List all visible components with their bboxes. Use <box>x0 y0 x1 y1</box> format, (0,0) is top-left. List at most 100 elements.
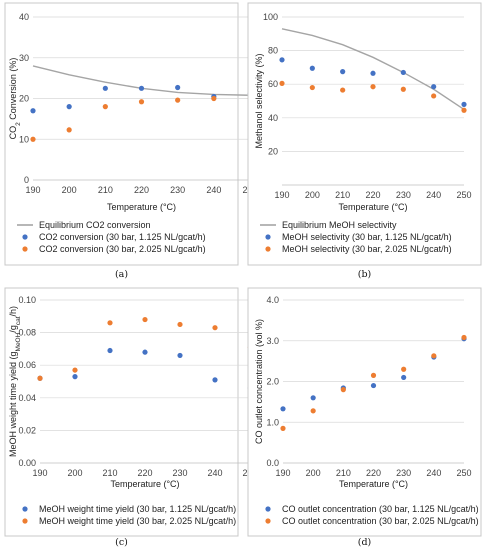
x-tick-label: 230 <box>396 468 411 478</box>
data-point <box>107 320 113 326</box>
x-tick-label: 190 <box>32 468 47 478</box>
y-tick-label: 0.02 <box>18 425 36 435</box>
x-axis-label: Temperature (°C) <box>110 479 179 489</box>
data-point <box>138 85 145 91</box>
data-point <box>280 406 286 412</box>
data-point <box>340 387 346 393</box>
y-tick-label: 60 <box>268 79 278 89</box>
data-point <box>30 108 36 114</box>
y-tick-label: 100 <box>263 12 278 22</box>
x-tick-label: 200 <box>67 468 82 478</box>
x-tick-label: 250 <box>456 468 471 478</box>
legend-swatch <box>265 246 271 252</box>
x-tick-label: 220 <box>137 468 152 478</box>
y-tick-label: 80 <box>268 46 278 56</box>
data-point <box>400 86 406 92</box>
y-tick-label: 10 <box>19 134 29 144</box>
legend-swatch <box>22 506 28 512</box>
legend-label: CO outlet concentration (30 bar, 1.125 N… <box>282 504 479 514</box>
x-tick-label: 200 <box>305 190 320 200</box>
chart-b: 20 40 60 80 100 190 200 210 220 230 240 250 Temperat… <box>247 2 482 280</box>
legend-label: MeOH selectivity (30 bar, 1.125 NL/gcat/… <box>282 232 452 242</box>
y-axis-label: Methanol selectivity (%) <box>254 53 264 148</box>
data-point <box>370 382 377 389</box>
data-point <box>340 69 346 75</box>
data-point <box>370 70 376 76</box>
data-point <box>401 366 407 372</box>
data-point <box>212 377 218 383</box>
data-point <box>280 425 286 431</box>
x-tick-label: 230 <box>170 185 185 195</box>
chart-frame <box>247 2 482 266</box>
legend-swatch <box>22 518 28 524</box>
data-point <box>107 347 113 354</box>
data-point <box>177 321 183 328</box>
data-point <box>211 95 217 102</box>
legend-swatch <box>22 234 28 240</box>
data-point <box>66 104 72 110</box>
data-point <box>461 101 467 107</box>
legend: CO outlet concentration (30 bar, 1.125 N… <box>265 504 479 526</box>
data-point <box>401 374 407 381</box>
x-axis-label: Temperature (°C) <box>107 202 176 212</box>
x-tick-label: 210 <box>336 468 351 478</box>
chart-d: 0.0 1.0 2.0 3.0 4.0 190 200 210 220 230 240 250 Temp… <box>247 287 482 548</box>
data-point <box>431 353 437 359</box>
y-axis-label: MeOH weight time yield (gMeOH/gcat/h) <box>8 306 22 457</box>
legend: Equilibrium CO2 conversion CO2 conversion… <box>17 220 206 254</box>
data-point <box>370 84 376 90</box>
x-tick-label: 210 <box>102 468 117 478</box>
data-point <box>37 375 43 381</box>
x-tick-label: 220 <box>366 468 381 478</box>
legend-label: Equilibrium MeOH selectivity <box>282 220 397 230</box>
data-point <box>340 87 346 93</box>
data-point <box>400 69 406 76</box>
data-point <box>461 107 467 113</box>
legend-label: MeOH selectivity (30 bar, 2.025 NL/gcat/… <box>282 244 452 254</box>
x-axis-label: Temperature (°C) <box>339 479 408 489</box>
y-tick-label: 0.04 <box>18 393 36 403</box>
data-point <box>142 316 148 323</box>
y-tick-label: 0 <box>24 175 29 185</box>
data-point <box>175 97 181 103</box>
legend-label: CO2 conversion (30 bar, 2.025 NL/gcat/h) <box>39 244 206 254</box>
legend-swatch <box>265 234 271 240</box>
y-axis-label: CO outlet concentration (vol %) <box>254 319 264 444</box>
y-tick-label: 40 <box>19 12 29 22</box>
y-tick-label: 30 <box>19 53 29 63</box>
y-axis-label: CO2 Conversion (%) <box>8 58 22 140</box>
data-point <box>66 127 72 133</box>
x-tick-label: 220 <box>365 190 380 200</box>
legend-label: MeOH weight time yield (30 bar, 1.125 NL… <box>39 504 236 514</box>
x-tick-label: 240 <box>426 468 441 478</box>
x-tick-label: 220 <box>134 185 149 195</box>
panel-caption: (d) <box>358 537 372 548</box>
x-tick-label: 190 <box>25 185 40 195</box>
data-point <box>138 99 145 105</box>
data-point <box>177 352 183 359</box>
x-tick-label: 200 <box>62 185 77 195</box>
data-point <box>310 395 316 401</box>
data-point <box>309 65 315 71</box>
chart-a: 010203040190200210220230240250Temperatur… <box>4 2 258 280</box>
data-point <box>279 57 285 63</box>
data-point <box>309 84 315 91</box>
data-point <box>72 367 78 373</box>
data-point <box>72 374 78 380</box>
legend-swatch <box>22 246 28 252</box>
legend-label: Equilibrium CO2 conversion <box>39 220 151 230</box>
y-tick-label: 0.0 <box>266 458 279 468</box>
legend-label: CO outlet concentration (30 bar, 2.025 N… <box>282 516 479 526</box>
x-axis-label: Temperature (°C) <box>338 202 407 212</box>
data-point <box>102 104 108 110</box>
legend-label: MeOH weight time yield (30 bar, 2.025 NL… <box>39 516 236 526</box>
y-tick-label: 40 <box>268 113 278 123</box>
x-tick-label: 190 <box>275 468 290 478</box>
y-tick-label: 4.0 <box>266 295 279 305</box>
y-tick-label: 0.06 <box>18 360 36 370</box>
x-tick-label: 250 <box>456 190 471 200</box>
y-tick-label: 0.00 <box>18 458 36 468</box>
x-tick-label: 190 <box>274 190 289 200</box>
series-1 <box>279 57 467 107</box>
